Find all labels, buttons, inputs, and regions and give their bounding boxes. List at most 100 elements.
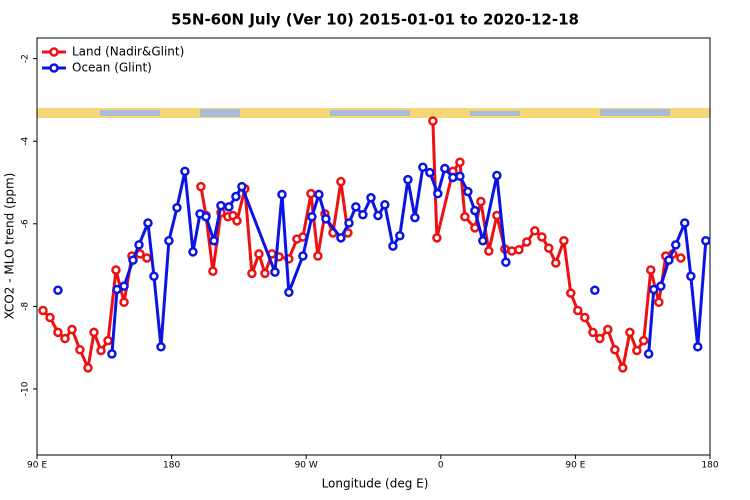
point <box>111 265 121 275</box>
point <box>306 188 316 199</box>
point <box>551 258 561 268</box>
point <box>679 218 690 228</box>
point <box>425 167 435 178</box>
y-tick-label: -6 <box>21 219 31 228</box>
y-tick-label: -8 <box>21 302 31 311</box>
x-tick-label: 90 E <box>565 461 585 471</box>
point <box>432 233 442 243</box>
point <box>590 285 600 296</box>
point <box>53 327 63 338</box>
point <box>388 241 398 251</box>
point <box>701 235 711 246</box>
point <box>75 344 85 355</box>
point <box>373 210 383 221</box>
point <box>254 249 264 259</box>
point <box>149 271 159 281</box>
point <box>656 281 666 291</box>
point <box>610 344 620 355</box>
point <box>522 237 532 247</box>
point <box>237 181 247 192</box>
x-tick-label: 0 <box>438 461 444 471</box>
point <box>595 333 605 344</box>
point <box>351 202 361 212</box>
x-tick-label: 180 <box>163 461 180 471</box>
point <box>395 231 405 241</box>
point <box>196 181 206 192</box>
x-tick-label: 90 E <box>27 461 47 471</box>
point <box>260 268 270 279</box>
point <box>380 200 390 210</box>
point <box>298 251 308 261</box>
point <box>134 240 144 250</box>
point <box>501 257 511 267</box>
point <box>433 188 443 199</box>
point <box>270 267 280 277</box>
point <box>119 297 129 307</box>
point <box>573 305 583 316</box>
point <box>321 214 331 224</box>
point <box>314 189 324 200</box>
legend-marker <box>49 63 59 73</box>
x-tick-label: 180 <box>701 461 718 471</box>
point <box>410 212 420 223</box>
legend-label: Land (Nadir&Glint) <box>72 45 184 59</box>
point <box>440 163 450 174</box>
point <box>128 255 138 265</box>
point <box>403 174 413 185</box>
point <box>209 235 219 246</box>
point <box>344 218 354 228</box>
point <box>514 245 524 255</box>
point <box>580 312 590 323</box>
point <box>53 285 63 296</box>
point <box>428 116 438 126</box>
point <box>247 268 257 279</box>
point <box>112 284 122 295</box>
point <box>603 324 613 335</box>
point <box>313 251 323 261</box>
point <box>89 327 99 338</box>
point <box>588 327 598 338</box>
point <box>470 205 480 216</box>
point <box>201 212 211 222</box>
point <box>618 363 628 373</box>
y-tick-label: -10 <box>21 381 31 396</box>
point <box>208 266 218 277</box>
point <box>103 335 113 346</box>
point <box>638 335 649 346</box>
point <box>676 253 686 263</box>
point <box>336 233 346 243</box>
point <box>67 324 77 335</box>
point <box>559 235 569 246</box>
point <box>463 186 473 197</box>
point <box>232 216 242 226</box>
plot-frame <box>36 37 711 456</box>
point <box>484 246 494 256</box>
point <box>224 202 234 212</box>
y-axis-label: XCO2 - MLO trend (ppm) <box>3 173 17 320</box>
point <box>646 265 656 275</box>
point <box>38 305 48 316</box>
point <box>307 212 317 222</box>
legend-marker <box>49 47 59 57</box>
point <box>156 342 166 352</box>
point <box>83 363 93 373</box>
point <box>654 297 664 307</box>
point <box>692 342 703 352</box>
point <box>60 333 70 344</box>
point <box>625 327 635 338</box>
point <box>418 162 428 172</box>
point <box>492 170 502 181</box>
point <box>566 288 576 298</box>
point <box>107 349 117 359</box>
x-axis-label: Longitude (deg E) <box>322 477 429 491</box>
point <box>664 255 674 265</box>
y-tick-label: -4 <box>21 136 31 145</box>
point <box>180 166 190 177</box>
point <box>478 235 488 246</box>
point <box>172 202 182 213</box>
point <box>671 240 681 250</box>
point <box>530 226 540 236</box>
point <box>231 191 241 202</box>
point <box>119 281 129 291</box>
